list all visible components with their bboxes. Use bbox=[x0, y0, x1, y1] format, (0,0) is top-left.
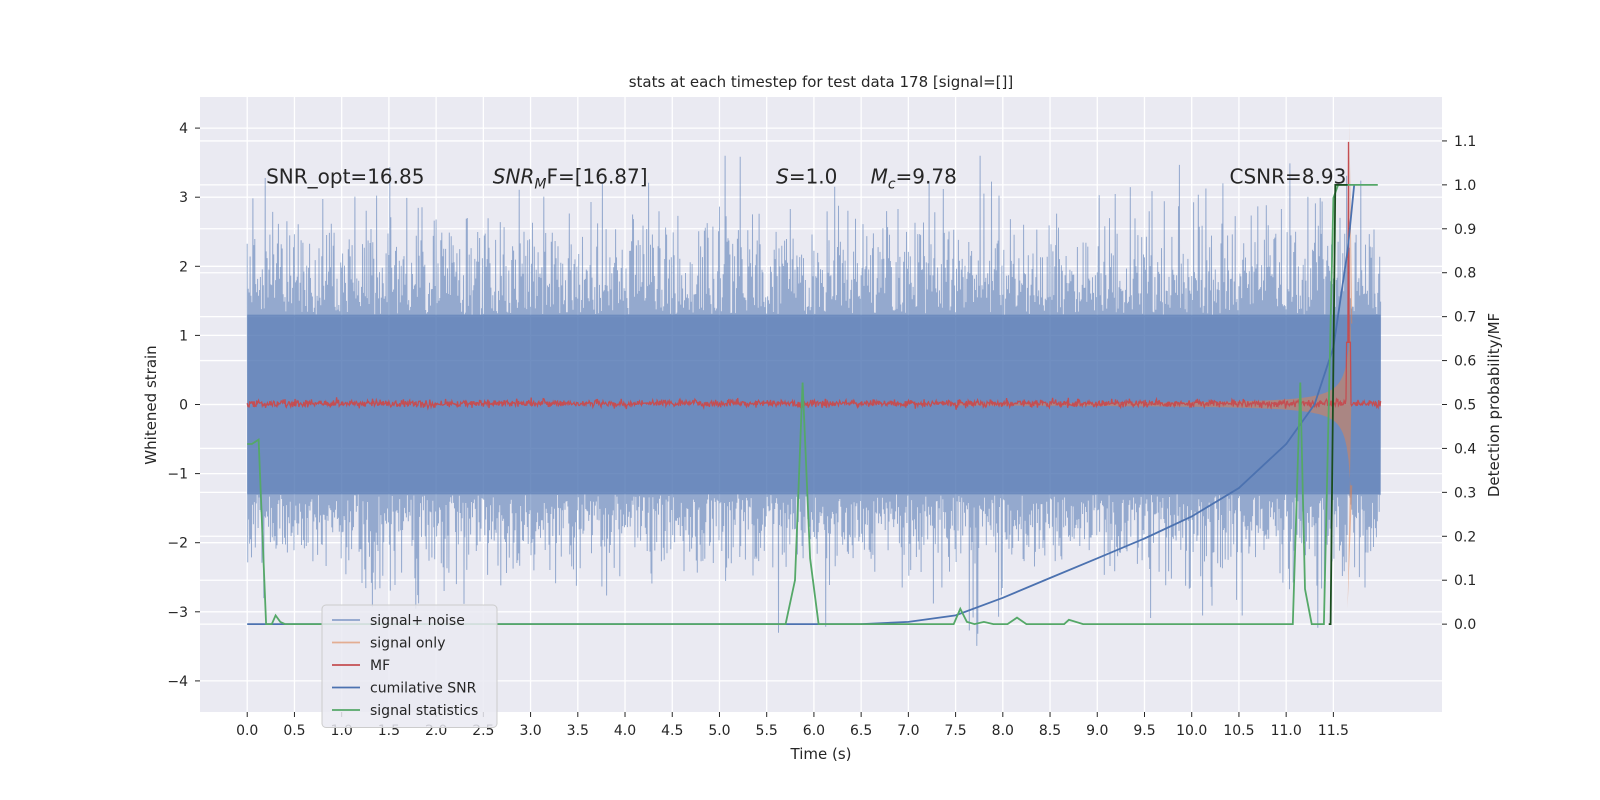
x-axis-label: Time (s) bbox=[790, 745, 852, 763]
series-cumilative-snr bbox=[247, 184, 1356, 625]
y-axis-label-right: Detection probability/MF bbox=[1485, 313, 1503, 497]
annotation-subscript: c bbox=[888, 176, 896, 192]
annotation-1: SNRMF=[16.87] bbox=[493, 164, 648, 192]
legend-label: signal only bbox=[370, 636, 445, 652]
x-tick-label: 5.5 bbox=[756, 723, 778, 739]
y-right-tick-label: 0.8 bbox=[1454, 266, 1476, 282]
axes: 0.0 0.5 1.0 1.5 2.0 2.5 3.0 3.5 4.0 4.5 5.0 5.5 6.0 6… bbox=[167, 121, 1476, 739]
x-tick-label: 4.5 bbox=[661, 723, 683, 739]
legend: signal+ noise signal only MF cumilative SNR… bbox=[321, 604, 498, 728]
legend-label: MF bbox=[370, 658, 390, 674]
x-tick-label: 5.0 bbox=[708, 723, 730, 739]
y-right-tick-label: 1.1 bbox=[1454, 134, 1476, 150]
annotation-3: Mc=9.78 bbox=[871, 164, 957, 192]
chart-title: stats at each timestep for test data 178… bbox=[629, 73, 1014, 91]
y-tick-label: −4 bbox=[167, 674, 188, 690]
series-signal-noise bbox=[246, 155, 1382, 646]
annotation-2: S=1.0 bbox=[776, 164, 837, 188]
x-tick-label: 4.0 bbox=[614, 723, 636, 739]
y-axis-label: Whitened strain bbox=[142, 345, 160, 464]
annotations: SNR_opt=16.85 SNRMF=[16.87] S=1.0 Mc=9.78 CS… bbox=[266, 164, 1346, 192]
y-tick-label: 0 bbox=[179, 398, 188, 414]
y-tick-label: −2 bbox=[167, 536, 188, 552]
x-tick-label: 9.0 bbox=[1086, 723, 1108, 739]
x-tick-label: 7.0 bbox=[897, 723, 919, 739]
annotation-prefix: S bbox=[776, 164, 789, 188]
y-right-tick-label: 0.3 bbox=[1454, 485, 1476, 501]
plot-area bbox=[246, 121, 1382, 646]
y-tick-label: −1 bbox=[167, 467, 188, 483]
x-tick-label: 0.0 bbox=[236, 723, 258, 739]
y-right-tick-label: 0.0 bbox=[1454, 617, 1476, 633]
y-right-tick-label: 0.7 bbox=[1454, 310, 1476, 326]
y-tick-label: 2 bbox=[179, 259, 188, 275]
x-tick-label: 3.5 bbox=[567, 723, 589, 739]
series-threshold-step bbox=[1328, 184, 1348, 625]
x-tick-label: 8.0 bbox=[992, 723, 1014, 739]
annotation-suffix: F=[16.87] bbox=[546, 164, 647, 188]
annotation-subscript: M bbox=[534, 176, 546, 192]
x-tick-label: 11.0 bbox=[1271, 723, 1302, 739]
annotation-prefix: SNR bbox=[493, 164, 535, 188]
x-tick-label: 0.5 bbox=[283, 723, 305, 739]
x-tick-label: 3.0 bbox=[519, 723, 541, 739]
y-tick-label: 1 bbox=[179, 328, 188, 344]
y-right-tick-label: 0.5 bbox=[1454, 398, 1476, 414]
y-right-tick-label: 0.6 bbox=[1454, 354, 1476, 370]
x-tick-label: 10.0 bbox=[1176, 723, 1207, 739]
x-tick-label: 9.5 bbox=[1133, 723, 1155, 739]
series-mf bbox=[246, 141, 1382, 411]
y-right-tick-label: 0.9 bbox=[1454, 222, 1476, 238]
annotation-4: CSNR=8.93 bbox=[1229, 164, 1346, 188]
x-tick-label: 10.5 bbox=[1223, 723, 1254, 739]
x-tick-label: 6.5 bbox=[850, 723, 872, 739]
legend-label: cumilative SNR bbox=[370, 681, 477, 697]
annotation-0: SNR_opt=16.85 bbox=[266, 164, 424, 188]
annotation-suffix: =1.0 bbox=[789, 164, 838, 188]
x-tick-label: 7.5 bbox=[944, 723, 966, 739]
legend-box bbox=[321, 604, 498, 728]
legend-label: signal+ noise bbox=[370, 613, 465, 629]
y-tick-label: −3 bbox=[167, 605, 188, 621]
y-right-tick-label: 0.1 bbox=[1454, 573, 1476, 589]
y-tick-label: 3 bbox=[179, 190, 188, 206]
annotation-suffix: =9.78 bbox=[896, 164, 957, 188]
x-tick-label: 8.5 bbox=[1039, 723, 1061, 739]
annotation-prefix: M bbox=[871, 164, 888, 188]
series-signal-statistics bbox=[247, 184, 1378, 626]
y-right-tick-label: 0.2 bbox=[1454, 529, 1476, 545]
y-right-tick-label: 1.0 bbox=[1454, 178, 1476, 194]
legend-label: signal statistics bbox=[370, 703, 478, 719]
x-tick-label: 11.5 bbox=[1318, 723, 1349, 739]
y-tick-label: 4 bbox=[179, 121, 188, 137]
y-right-tick-label: 0.4 bbox=[1454, 441, 1476, 457]
x-tick-label: 6.0 bbox=[803, 723, 825, 739]
